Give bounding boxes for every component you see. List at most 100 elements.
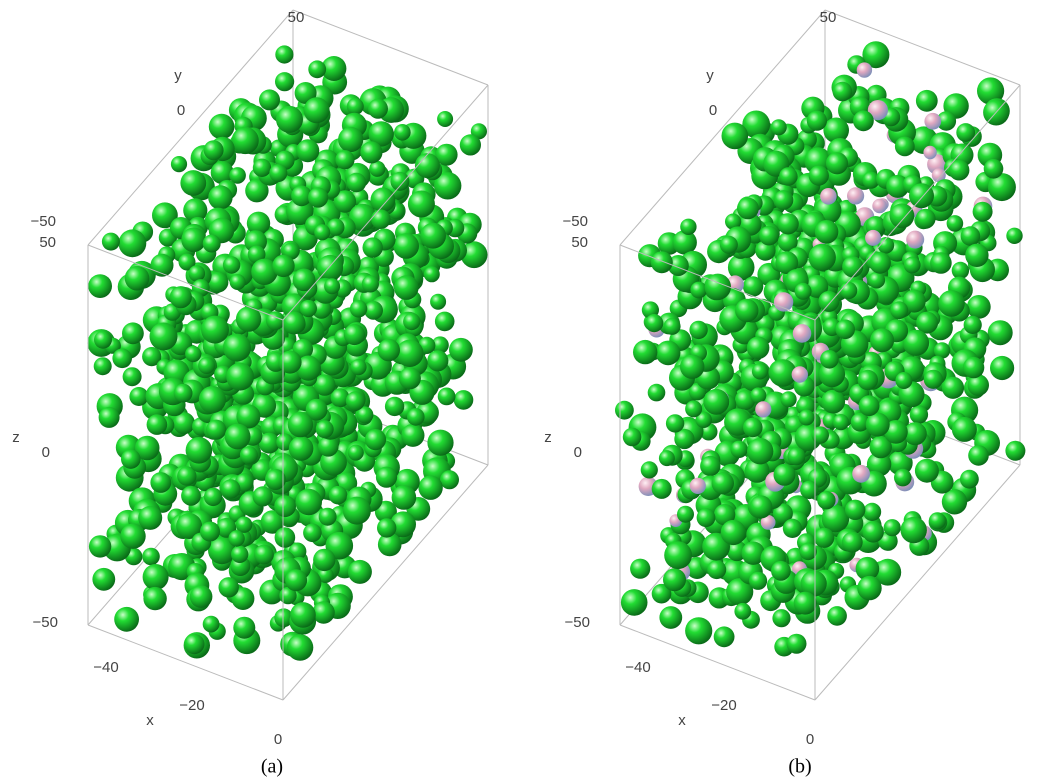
sphere — [809, 166, 829, 186]
sphere — [316, 420, 334, 438]
sphere — [112, 349, 132, 369]
sphere — [697, 508, 716, 527]
sphere — [690, 282, 707, 299]
sphere — [652, 479, 672, 499]
sphere — [377, 518, 396, 537]
sphere — [418, 476, 442, 500]
sphere — [863, 521, 884, 542]
sphere — [747, 337, 770, 360]
sphere — [648, 384, 666, 402]
sphere — [857, 62, 872, 77]
tick-label: 0 — [42, 444, 50, 461]
sphere — [794, 592, 817, 615]
sphere — [750, 495, 773, 518]
sphere — [910, 405, 928, 423]
sphere — [895, 372, 912, 389]
tick-label: −50 — [33, 614, 58, 631]
sphere — [275, 45, 293, 63]
sphere — [190, 585, 213, 608]
sphere — [221, 479, 240, 498]
sphere — [651, 251, 673, 273]
sphere — [890, 301, 908, 319]
sphere — [866, 413, 890, 437]
sphere — [376, 467, 397, 488]
sphere — [296, 139, 319, 162]
sphere — [929, 512, 946, 529]
sphere — [147, 414, 168, 435]
sphere — [720, 236, 738, 254]
sphere — [348, 445, 364, 461]
sphere — [290, 602, 316, 628]
sphere — [223, 256, 240, 273]
sphere — [924, 370, 943, 389]
axis-label: z — [544, 429, 552, 446]
tick-label: 50 — [39, 234, 56, 251]
tick-label: 0 — [274, 731, 282, 748]
sphere — [641, 461, 658, 478]
axis-label: z — [12, 429, 20, 446]
sphere — [835, 320, 855, 340]
sphere — [360, 141, 382, 163]
sphere — [747, 438, 773, 464]
sphere — [365, 429, 386, 450]
sphere — [743, 418, 763, 438]
sphere — [722, 123, 749, 150]
sphere-cloud — [615, 41, 1025, 656]
sphere — [200, 522, 220, 542]
sphere — [812, 426, 829, 443]
tick-label: −50 — [563, 213, 588, 230]
sphere — [199, 386, 226, 413]
sphere — [282, 311, 305, 334]
tick-label: −40 — [625, 659, 650, 676]
sphere — [308, 60, 326, 78]
sphere — [795, 283, 812, 300]
sphere — [787, 447, 805, 465]
sphere — [659, 606, 682, 629]
sphere — [275, 72, 294, 91]
sphere — [858, 370, 878, 390]
sphere — [869, 252, 891, 274]
sphere — [947, 215, 964, 232]
sphere — [240, 446, 258, 464]
sphere — [88, 274, 112, 298]
sphere — [721, 520, 746, 545]
sphere — [203, 616, 220, 633]
sphere — [663, 568, 686, 591]
sphere — [865, 230, 881, 246]
sphere — [89, 535, 111, 557]
sphere — [120, 524, 145, 549]
sphere — [623, 428, 642, 447]
sphere — [774, 292, 793, 311]
sphere — [915, 459, 939, 483]
sphere — [399, 367, 421, 389]
sphere — [633, 340, 657, 364]
sphere — [437, 111, 453, 127]
sphere — [371, 188, 396, 213]
sphere — [185, 346, 201, 362]
sphere — [394, 275, 419, 300]
sphere — [329, 486, 348, 505]
sphere — [181, 228, 206, 253]
sphere — [938, 290, 965, 317]
tick-label: −40 — [93, 659, 118, 676]
sphere — [680, 219, 696, 235]
axis-label: x — [146, 712, 154, 729]
sphere — [171, 156, 187, 172]
sphere — [664, 541, 692, 569]
sphere — [293, 269, 316, 292]
sphere — [313, 549, 335, 571]
sphere — [842, 532, 863, 553]
sphere — [787, 634, 807, 654]
sphere — [435, 312, 455, 332]
sphere — [870, 328, 894, 352]
sphere — [460, 134, 481, 155]
axis-label: x — [678, 712, 686, 729]
sphere — [916, 90, 938, 112]
sphere — [630, 559, 650, 579]
sphere — [363, 237, 383, 257]
sphere — [712, 472, 734, 494]
sphere — [1005, 441, 1025, 461]
sphere — [847, 187, 864, 204]
sphere — [817, 491, 835, 509]
sphere — [308, 187, 328, 207]
